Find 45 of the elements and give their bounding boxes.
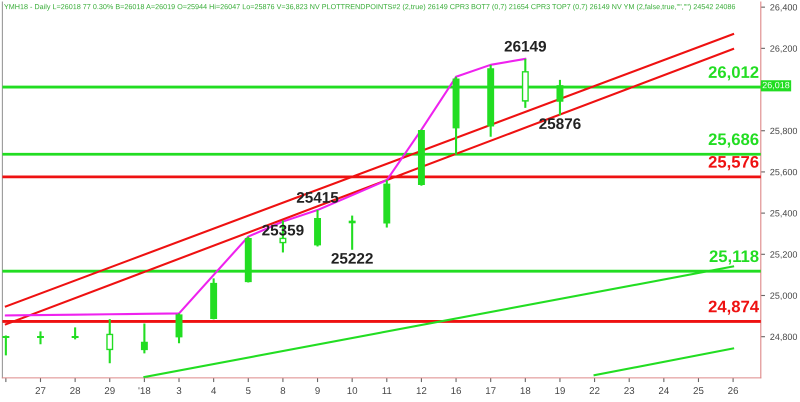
y-tick-label: 26,400: [770, 4, 798, 12]
x-tick-label: 3: [176, 387, 182, 394]
y-tick-label: 25,200: [770, 251, 798, 259]
x-tick-label: 8: [280, 387, 286, 394]
x-tick-label: 24: [658, 387, 669, 394]
candlestick: [140, 322, 148, 354]
x-tick-label: 22: [590, 387, 600, 394]
x-tick-label: 29: [104, 387, 115, 394]
x-tick-label: 27: [36, 387, 46, 394]
x-tick-label: 16: [451, 387, 462, 394]
ref-line-label: 24,874: [708, 300, 759, 315]
x-tick-label: 5: [246, 387, 251, 394]
x-tick-label: 19: [555, 387, 565, 394]
x-tick-label: 17: [486, 387, 496, 394]
annotation: 25222: [331, 252, 373, 264]
x-tick-label: 4: [211, 387, 216, 394]
annotation: 26,018: [762, 82, 790, 90]
ref-line-label: 25,576: [708, 156, 758, 170]
x-tick-label: 10: [348, 387, 358, 394]
y-tick-label: 26,200: [770, 45, 798, 53]
candlestick: [106, 318, 114, 364]
ref-line-label: 25,686: [708, 133, 758, 148]
x-tick-label: 25: [694, 387, 704, 394]
y-tick-label: 25,800: [770, 128, 798, 136]
x-tick-label: 12: [416, 387, 426, 394]
candlestick: [72, 326, 79, 340]
y-tick-label: 25,600: [770, 168, 798, 176]
annotation: 25876: [539, 118, 581, 130]
annotation: 26149: [504, 40, 546, 52]
candlestick: [176, 312, 182, 344]
x-tick-label: 28: [70, 387, 80, 394]
candlestick: [37, 330, 44, 346]
x-tick-label: 9: [315, 387, 320, 394]
y-tick-label: 25,000: [770, 292, 798, 300]
x-tick-label: 11: [382, 387, 392, 394]
candlestick: [2, 334, 10, 356]
x-tick-label: 26: [728, 387, 738, 394]
x-tick-label: '18: [138, 387, 150, 394]
y-tick-label: 24,800: [770, 334, 798, 342]
x-tick-label: 18: [520, 387, 530, 394]
candlestick: [348, 214, 356, 251]
x-tick-label: 23: [624, 387, 634, 394]
y-tick-label: 25,400: [770, 210, 798, 218]
ref-line-label: 26,012: [708, 66, 758, 80]
ref-line-label: 25,118: [710, 250, 759, 265]
